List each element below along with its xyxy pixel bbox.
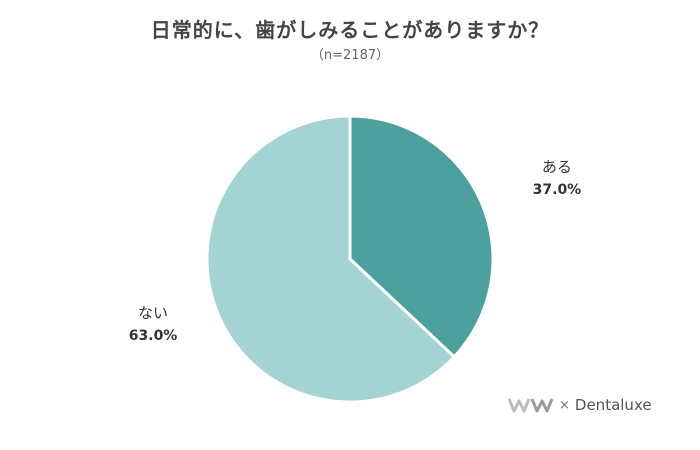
- slice-label-0: ある: [542, 158, 572, 176]
- slice-label-1: ない: [138, 304, 168, 322]
- wm-logo-icon: [508, 397, 554, 413]
- brand-name: Dentaluxe: [574, 396, 652, 414]
- brand-times: ×: [559, 397, 570, 413]
- pie-slice-0: [348, 114, 495, 360]
- chart-title: 日常的に、歯がしみることがありますか？: [150, 18, 550, 42]
- pie-slices: [205, 114, 495, 404]
- chart-subtitle: （n=2187）: [310, 48, 390, 63]
- pie-slice-1: [205, 114, 457, 404]
- slice-value-1: 63.0%: [129, 328, 178, 344]
- pie-labels: ある 37.0% ない 63.0%: [129, 158, 581, 344]
- slice-value-0: 37.0%: [533, 182, 582, 198]
- brand-footer: × Dentaluxe: [508, 394, 652, 416]
